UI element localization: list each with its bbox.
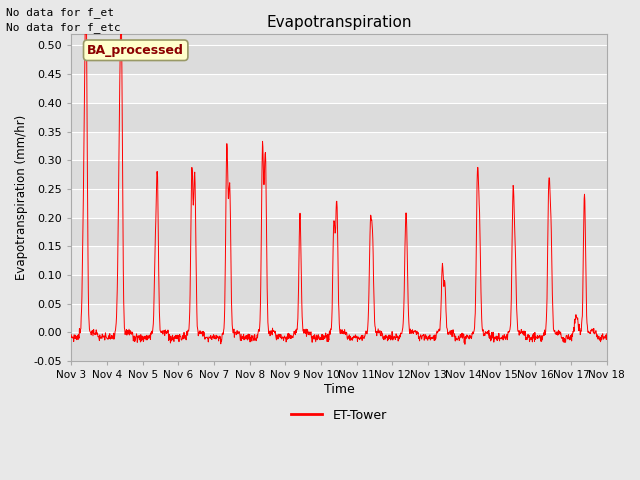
Legend: ET-Tower: ET-Tower <box>286 404 392 427</box>
Bar <box>71 189 607 217</box>
X-axis label: Time: Time <box>324 383 355 396</box>
Text: No data for f_et: No data for f_et <box>6 7 115 18</box>
Bar <box>71 275 607 304</box>
Bar <box>71 217 607 246</box>
Bar <box>71 246 607 275</box>
Text: No data for f_etc: No data for f_etc <box>6 22 121 33</box>
Bar <box>71 160 607 189</box>
Text: BA_processed: BA_processed <box>87 44 184 57</box>
Bar <box>71 333 607 361</box>
Bar <box>71 103 607 132</box>
Bar <box>71 132 607 160</box>
Bar <box>71 74 607 103</box>
Bar <box>71 304 607 333</box>
Bar <box>71 46 607 74</box>
Title: Evapotranspiration: Evapotranspiration <box>266 15 412 30</box>
Y-axis label: Evapotranspiration (mm/hr): Evapotranspiration (mm/hr) <box>15 115 28 280</box>
